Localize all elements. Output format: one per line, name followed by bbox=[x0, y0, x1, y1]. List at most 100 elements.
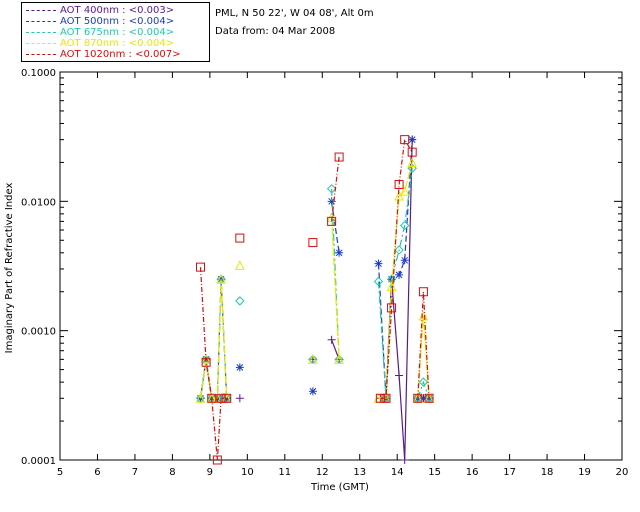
series-500nm-point bbox=[374, 259, 383, 268]
series-1020nm-point bbox=[235, 233, 245, 243]
legend-swatch-870nm bbox=[26, 42, 56, 44]
series-1020nm-point bbox=[375, 393, 385, 403]
y-tick-label: 0.0001 bbox=[21, 456, 56, 467]
series-870nm-point bbox=[407, 157, 417, 167]
date-info: Data from: 04 Mar 2008 bbox=[215, 26, 336, 37]
x-tick-label: 6 bbox=[94, 467, 100, 478]
legend-swatch-400nm bbox=[26, 9, 56, 11]
series-870nm-point bbox=[399, 185, 410, 196]
axes: 5 6 7 8 9 10 11 12 13 14 15 16 17 18 19 20 0.0001 0.0010 0… bbox=[21, 68, 628, 478]
series-400nm bbox=[196, 135, 434, 464]
x-tick-label: 14 bbox=[391, 467, 404, 478]
series-870nm-point bbox=[334, 354, 344, 364]
x-tick-label: 12 bbox=[316, 467, 329, 478]
legend-label-870nm: AOT 870nm : <0.004> bbox=[60, 38, 175, 49]
y-tick-label: 0.1000 bbox=[21, 68, 56, 79]
series-1020nm-point bbox=[418, 287, 428, 297]
legend-swatch-675nm bbox=[26, 31, 56, 33]
x-tick-label: 13 bbox=[353, 467, 366, 478]
x-tick-label: 19 bbox=[578, 467, 591, 478]
series-1020nm-point bbox=[400, 135, 410, 145]
series-1020nm-line bbox=[417, 291, 430, 399]
series-500nm-point bbox=[327, 197, 336, 206]
series-500nm-point bbox=[308, 387, 317, 396]
y-tick-label: 0.0100 bbox=[21, 197, 56, 208]
series-870nm-point bbox=[195, 393, 206, 403]
series-1020nm-point bbox=[196, 262, 205, 272]
x-tick-label: 18 bbox=[541, 467, 554, 478]
series-870nm-point bbox=[308, 354, 318, 364]
series-500nm-point bbox=[235, 363, 244, 372]
series-675nm-point bbox=[394, 245, 404, 255]
series-1020nm-point bbox=[424, 393, 434, 403]
y-axis-label: Imaginary Part of Refractive Index bbox=[4, 183, 15, 354]
series-675nm-point bbox=[399, 220, 410, 231]
series-400nm-point bbox=[308, 355, 317, 364]
series-1020nm-point bbox=[222, 393, 232, 403]
series-1020nm-line bbox=[199, 267, 227, 461]
series-870nm-line bbox=[331, 217, 340, 360]
plot-frame bbox=[59, 71, 623, 461]
series-1020nm-point bbox=[334, 152, 344, 162]
series-500nm-point bbox=[395, 270, 404, 279]
legend-entry-870nm: AOT 870nm : <0.004> bbox=[26, 38, 174, 49]
series-1020nm-line bbox=[380, 137, 413, 399]
series-675nm-point bbox=[235, 296, 245, 306]
series-400nm-point bbox=[400, 456, 409, 464]
series-layer bbox=[195, 135, 434, 465]
legend-entry-1020nm: AOT 1020nm : <0.007> bbox=[26, 49, 180, 60]
series-675nm-line bbox=[417, 380, 430, 399]
legend-label-1020nm: AOT 1020nm : <0.007> bbox=[60, 49, 181, 60]
x-axis-label: Time (GMT) bbox=[310, 482, 369, 493]
legend-entry-400nm: AOT 400nm : <0.003> bbox=[26, 5, 174, 16]
series-870nm-point bbox=[216, 274, 226, 284]
series-400nm-point bbox=[235, 394, 244, 403]
series-500nm-point bbox=[335, 248, 344, 257]
series-870nm-point bbox=[418, 310, 429, 321]
legend-label-400nm: AOT 400nm : <0.003> bbox=[60, 5, 175, 16]
legend-swatch-500nm bbox=[26, 20, 56, 22]
series-675nm-point bbox=[407, 163, 417, 174]
series-1020nm bbox=[196, 135, 434, 465]
series-870nm-point bbox=[394, 190, 404, 201]
x-tick-label: 9 bbox=[207, 467, 213, 478]
series-1020nm-point bbox=[407, 147, 417, 157]
legend-entry-500nm: AOT 500nm : <0.004> bbox=[26, 16, 174, 27]
series-1020nm-point bbox=[308, 238, 318, 248]
legend-label-675nm: AOT 675nm : <0.004> bbox=[60, 27, 175, 38]
series-500nm-point bbox=[419, 394, 428, 403]
series-400nm-line bbox=[199, 359, 227, 399]
x-tick-label: 10 bbox=[241, 467, 254, 478]
series-1020nm-point bbox=[381, 393, 391, 403]
x-tick-label: 15 bbox=[428, 467, 441, 478]
legend-swatch-1020nm bbox=[26, 53, 56, 55]
y-tick-label: 0.0010 bbox=[21, 327, 56, 338]
x-tick-label: 11 bbox=[278, 467, 291, 478]
legend-entry-675nm: AOT 675nm : <0.004> bbox=[26, 27, 174, 38]
series-675nm-line bbox=[377, 168, 413, 399]
x-tick-label: 17 bbox=[503, 467, 516, 478]
legend-label-500nm: AOT 500nm : <0.004> bbox=[60, 16, 175, 27]
series-870nm-point bbox=[235, 260, 245, 270]
series-1020nm-point bbox=[207, 393, 217, 403]
series-400nm-line bbox=[380, 139, 413, 461]
series-870nm bbox=[195, 157, 434, 403]
station-info: PML, N 50 22', W 04 08', Alt 0m bbox=[215, 8, 374, 19]
series-1020nm-point bbox=[216, 393, 226, 403]
series-500nm-point bbox=[408, 135, 417, 144]
series-870nm-point bbox=[386, 281, 397, 291]
series-1020nm-line bbox=[331, 156, 340, 222]
x-tick-label: 7 bbox=[132, 467, 138, 478]
plot-area bbox=[59, 71, 623, 461]
x-tick-label: 16 bbox=[466, 467, 479, 478]
series-1020nm-point bbox=[327, 216, 337, 226]
series-675nm-point bbox=[326, 184, 337, 194]
series-870nm-point bbox=[201, 354, 211, 364]
x-tick-label: 8 bbox=[169, 467, 175, 478]
series-500nm-point bbox=[400, 256, 409, 265]
series-675nm-point bbox=[373, 276, 384, 287]
series-1020nm-point bbox=[201, 357, 211, 367]
x-tick-label: 5 bbox=[57, 467, 63, 478]
series-675nm-line bbox=[331, 188, 340, 360]
